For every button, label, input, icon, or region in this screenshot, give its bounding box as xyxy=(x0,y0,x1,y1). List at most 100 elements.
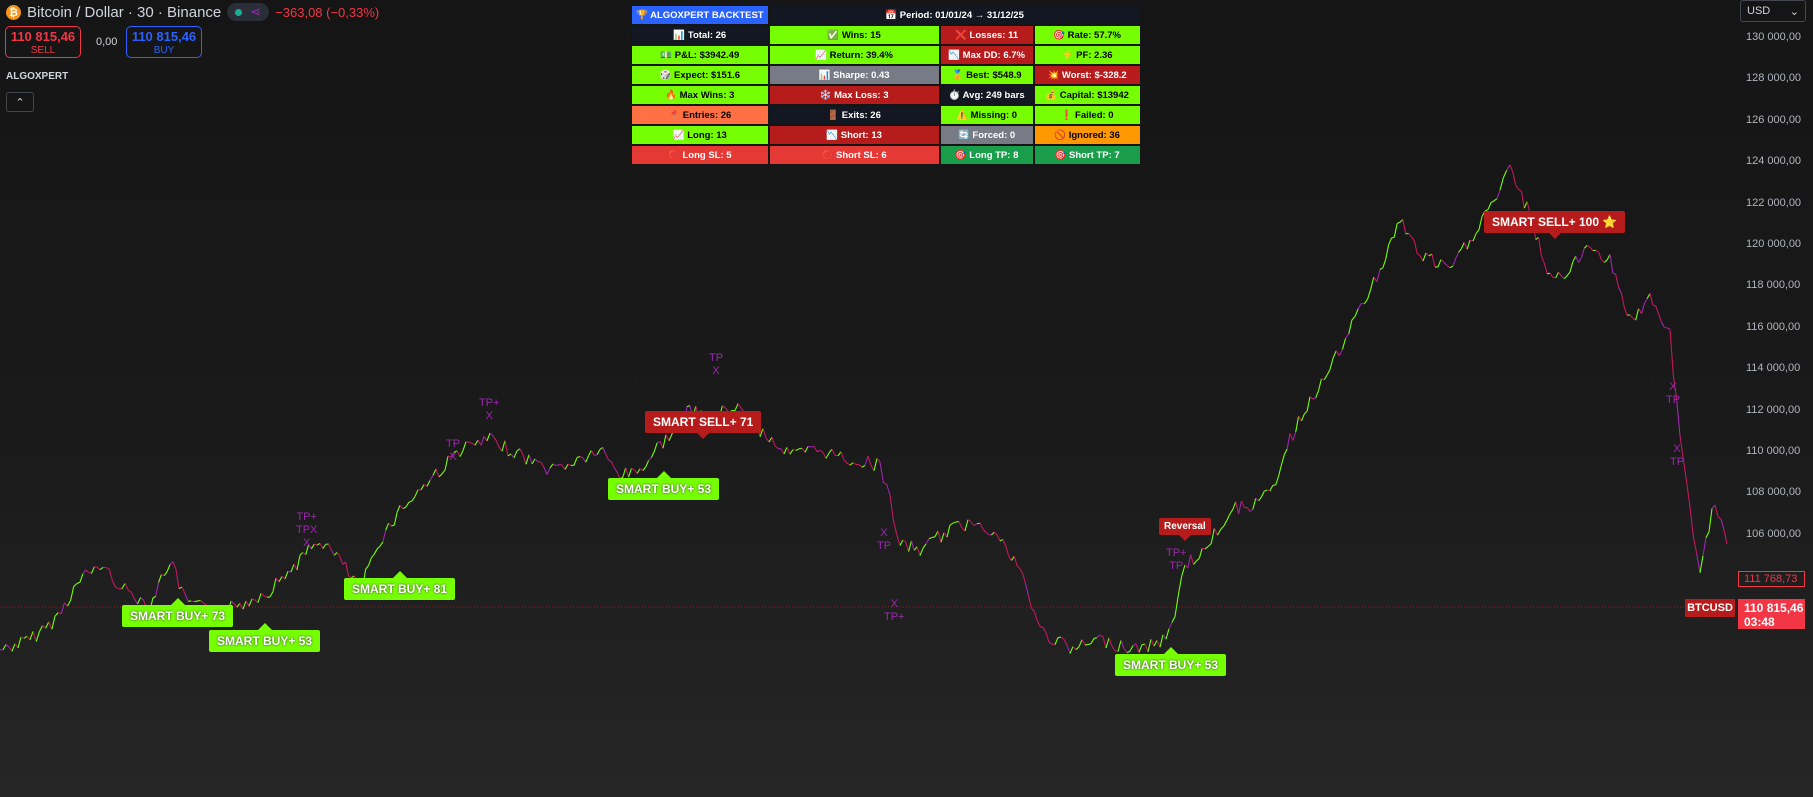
smart-buy-signal[interactable]: SMART BUY+ 53 xyxy=(1115,647,1227,676)
smart-buy-signal[interactable]: SMART BUY+ 73 xyxy=(122,598,234,627)
price-segment xyxy=(1660,321,1665,328)
price-segment xyxy=(492,435,497,441)
backtest-row: 🏆 ALGOXPERT BACKTEST 📅 Period: 01/01/24 →… xyxy=(631,5,1141,25)
price-segment xyxy=(1547,272,1551,275)
price-segment xyxy=(1144,643,1149,653)
price-segment xyxy=(958,521,963,529)
price-segment xyxy=(1292,431,1297,441)
tp-exit-marker: X TP xyxy=(1666,381,1681,406)
price-segment xyxy=(308,544,312,550)
price-segment xyxy=(420,484,425,491)
price-segment xyxy=(1159,634,1164,648)
price-segment xyxy=(1618,287,1622,294)
price-segment xyxy=(1629,314,1634,319)
collapse-indicators-button[interactable]: ⌃ xyxy=(6,92,34,112)
price-segment xyxy=(846,462,851,466)
price-segment xyxy=(633,469,638,474)
price-segment xyxy=(985,531,989,536)
price-segment xyxy=(1141,643,1146,646)
price-axis-label: 110 000,00 xyxy=(1746,445,1801,457)
price-segment xyxy=(1717,516,1722,520)
price-segment xyxy=(561,464,566,470)
price-segment xyxy=(373,548,378,555)
indicator-name[interactable]: ALGOXPERT xyxy=(6,71,69,82)
price-segment xyxy=(916,546,921,556)
price-segment xyxy=(194,600,198,603)
price-segment xyxy=(1129,645,1134,652)
price-segment xyxy=(1190,554,1195,565)
price-segment xyxy=(801,448,806,453)
price-segment xyxy=(272,577,277,592)
price-segment xyxy=(23,635,28,639)
price-segment xyxy=(825,452,830,459)
price-segment xyxy=(112,580,117,588)
price-segment xyxy=(1388,237,1392,246)
price-segment xyxy=(181,586,186,594)
price-segment xyxy=(1672,375,1678,401)
price-segment xyxy=(486,432,491,442)
market-status[interactable]: ⋖ xyxy=(227,3,270,21)
price-segment xyxy=(1623,307,1628,316)
price-segment xyxy=(1595,249,1599,253)
price-segment xyxy=(1382,259,1387,269)
smart-sell-signal[interactable]: SMART SELL+ 100 ⭐ xyxy=(1484,211,1626,239)
buy-button[interactable]: 110 815,46 BUY xyxy=(126,26,202,58)
price-segment xyxy=(158,574,162,583)
price-segment xyxy=(447,455,452,458)
price-segment xyxy=(1348,320,1353,334)
price-segment xyxy=(1153,640,1158,647)
price-segment xyxy=(1512,172,1517,186)
price-segment xyxy=(1692,536,1698,554)
price-axis-label: 120 000,00 xyxy=(1746,238,1802,250)
price-segment xyxy=(339,556,344,565)
smart-buy-signal[interactable]: SMART BUY+ 81 xyxy=(344,571,456,600)
smart-buy-signal[interactable]: SMART BUY+ 53 xyxy=(608,471,720,500)
price-segment xyxy=(1213,528,1219,536)
tp-exit-marker: TP X xyxy=(446,438,461,463)
currency-selector[interactable]: USD ⌄ xyxy=(1740,0,1806,22)
tp-exit-marker: X TP xyxy=(877,527,892,552)
price-segment xyxy=(441,469,446,475)
price-segment xyxy=(937,530,942,543)
price-segment xyxy=(296,555,301,570)
price-segment xyxy=(993,531,998,536)
price-segment xyxy=(435,468,440,478)
price-segment xyxy=(230,600,235,605)
sell-button[interactable]: 110 815,46 SELL xyxy=(5,26,81,58)
price-segment xyxy=(1520,191,1525,209)
price-segment xyxy=(531,458,536,465)
backtest-cell: ⭕ Short SL: 6 xyxy=(768,145,940,165)
reversal-signal[interactable]: Reversal xyxy=(1159,518,1211,541)
price-segment xyxy=(1138,644,1143,653)
smart-buy-signal[interactable]: SMART BUY+ 53 xyxy=(209,623,321,652)
price-segment xyxy=(2,644,7,651)
price-segment xyxy=(792,449,797,452)
smart-sell-signal[interactable]: SMART SELL+ 71 xyxy=(645,411,762,439)
backtest-cell: ⭕ Long SL: 5 xyxy=(631,145,769,165)
price-segment xyxy=(585,455,590,463)
price-segment xyxy=(1558,271,1562,277)
symbol-header: ₿ Bitcoin / Dollar · 30 · Binance ⋖ −363… xyxy=(6,2,379,22)
price-segment xyxy=(1326,369,1331,376)
price-segment xyxy=(305,544,310,555)
price-segment xyxy=(45,621,50,629)
price-segment xyxy=(257,593,262,603)
price-segment xyxy=(996,534,1001,542)
currency-value: USD xyxy=(1747,5,1771,17)
price-segment xyxy=(130,592,135,600)
symbol-title[interactable]: Bitcoin / Dollar · 30 · Binance xyxy=(27,3,222,21)
price-segment xyxy=(1306,396,1311,412)
price-segment xyxy=(82,569,87,575)
price-segment xyxy=(1646,293,1651,299)
price-axis-label: 124 000,00 xyxy=(1746,155,1802,168)
price-axis-label: 108 000,00 xyxy=(1746,486,1802,499)
bitcoin-icon: ₿ xyxy=(6,4,21,20)
price-segment xyxy=(1036,620,1041,627)
price-segment xyxy=(1506,164,1511,171)
sell-label: SELL xyxy=(30,45,56,56)
price-segment xyxy=(402,506,407,510)
share-icon[interactable]: ⋖ xyxy=(250,4,262,20)
price-segment xyxy=(281,576,286,580)
price-segment xyxy=(459,450,464,457)
price-segment xyxy=(20,636,25,639)
